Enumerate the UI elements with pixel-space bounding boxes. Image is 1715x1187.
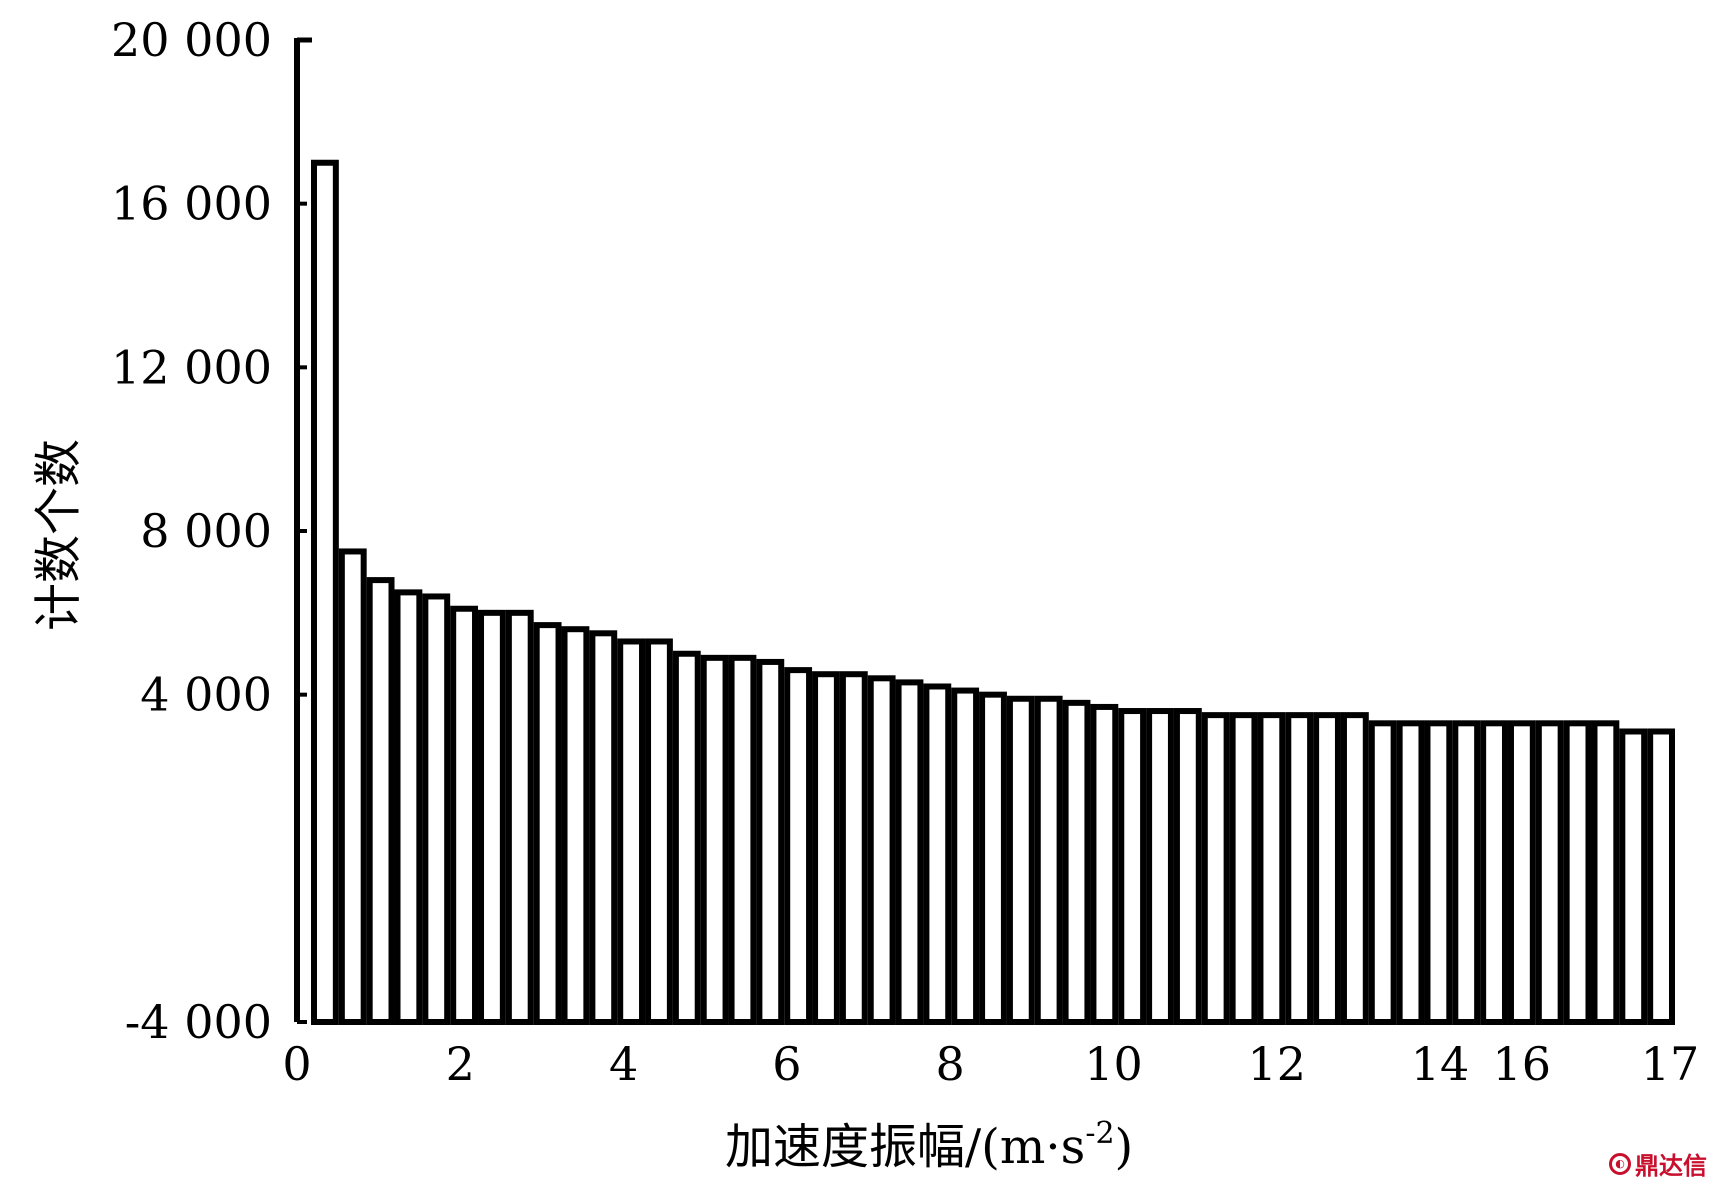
bar-12 (645, 638, 673, 1025)
bar-44 (1535, 720, 1564, 1026)
y-tick-label: 16 000 (111, 177, 272, 231)
y-tick-label: -4 000 (125, 995, 272, 1049)
bar-19 (839, 671, 868, 1025)
y-axis-title: 计数个数 (31, 439, 87, 631)
x-tick-label: 10 (1084, 1037, 1143, 1091)
bar-17 (784, 667, 813, 1025)
bar-35 (1285, 712, 1314, 1025)
x-tick-label: 8 (936, 1037, 965, 1091)
bar-46 (1591, 720, 1620, 1026)
bar-8 (533, 622, 562, 1025)
bar-41 (1452, 720, 1481, 1026)
bar-1 (338, 548, 367, 1025)
bar-39 (1396, 720, 1425, 1026)
bar-48 (1647, 728, 1675, 1025)
y-tick-label: 12 000 (111, 340, 272, 394)
bar-38 (1368, 720, 1397, 1026)
y-tick-label: 8 000 (140, 504, 272, 558)
bar-40 (1424, 720, 1453, 1026)
bar-22 (923, 683, 952, 1025)
bar-7 (505, 609, 534, 1025)
x-tick-label: 0 (282, 1037, 311, 1091)
bar-34 (1257, 712, 1286, 1025)
bar-15 (728, 654, 757, 1025)
bar-28 (1090, 703, 1119, 1025)
bar-18 (812, 671, 840, 1025)
x-axis-title-close: ) (1115, 1119, 1134, 1175)
y-tick-label: 20 000 (111, 13, 272, 67)
bars-group (311, 159, 1675, 1026)
bar-45 (1563, 720, 1592, 1026)
bar-9 (561, 626, 590, 1025)
x-tick-label: 14 (1411, 1037, 1470, 1091)
bar-42 (1480, 720, 1508, 1026)
bar-20 (867, 675, 896, 1025)
bar-4 (422, 593, 451, 1025)
bar-11 (617, 638, 646, 1025)
watermark: ◐ 鼎达信 (1609, 1146, 1707, 1181)
x-tick-label: 6 (772, 1037, 801, 1091)
bar-6 (478, 609, 506, 1025)
x-axis-title-main: 加速度振幅/(m·s (725, 1119, 1085, 1175)
bar-43 (1507, 720, 1536, 1026)
bar-5 (450, 605, 479, 1025)
x-tick-label: 12 (1247, 1037, 1306, 1091)
bar-16 (756, 658, 785, 1026)
y-tick-label: 4 000 (140, 668, 272, 722)
bar-14 (700, 654, 729, 1025)
x-tick-label: 2 (446, 1037, 475, 1091)
bar-21 (895, 679, 924, 1025)
bar-13 (672, 650, 701, 1025)
x-axis-title: 加速度振幅/(m·s-2) (725, 1116, 1133, 1175)
bar-29 (1118, 708, 1147, 1025)
bar-23 (951, 687, 980, 1025)
bar-31 (1173, 708, 1202, 1025)
x-tick-label: 16 (1492, 1037, 1551, 1091)
bar-36 (1313, 712, 1341, 1025)
bar-3 (394, 589, 423, 1025)
x-tick-labels: 0 2 4 6 8 10 12 14 16 17 (282, 1037, 1699, 1091)
dingda-logo-icon: ◐ (1609, 1152, 1631, 1175)
bar-47 (1619, 728, 1648, 1025)
watermark-text: 鼎达信 (1635, 1152, 1707, 1180)
bar-32 (1201, 712, 1230, 1025)
bar-25 (1006, 695, 1035, 1026)
x-axis-title-sup: -2 (1085, 1116, 1114, 1151)
bar-27 (1062, 699, 1091, 1025)
bar-10 (589, 630, 618, 1026)
y-tick-labels: 20 000 16 000 12 000 8 000 4 000 -4 000 (111, 13, 307, 1049)
bar-30 (1146, 708, 1174, 1025)
bar-0 (311, 159, 339, 1025)
x-tick-label: 17 (1641, 1037, 1700, 1091)
x-tick-label: 4 (609, 1037, 638, 1091)
bar-2 (366, 577, 395, 1025)
bar-33 (1229, 712, 1258, 1025)
bar-26 (1034, 695, 1063, 1026)
bar-24 (979, 691, 1007, 1026)
bar-37 (1340, 712, 1369, 1025)
